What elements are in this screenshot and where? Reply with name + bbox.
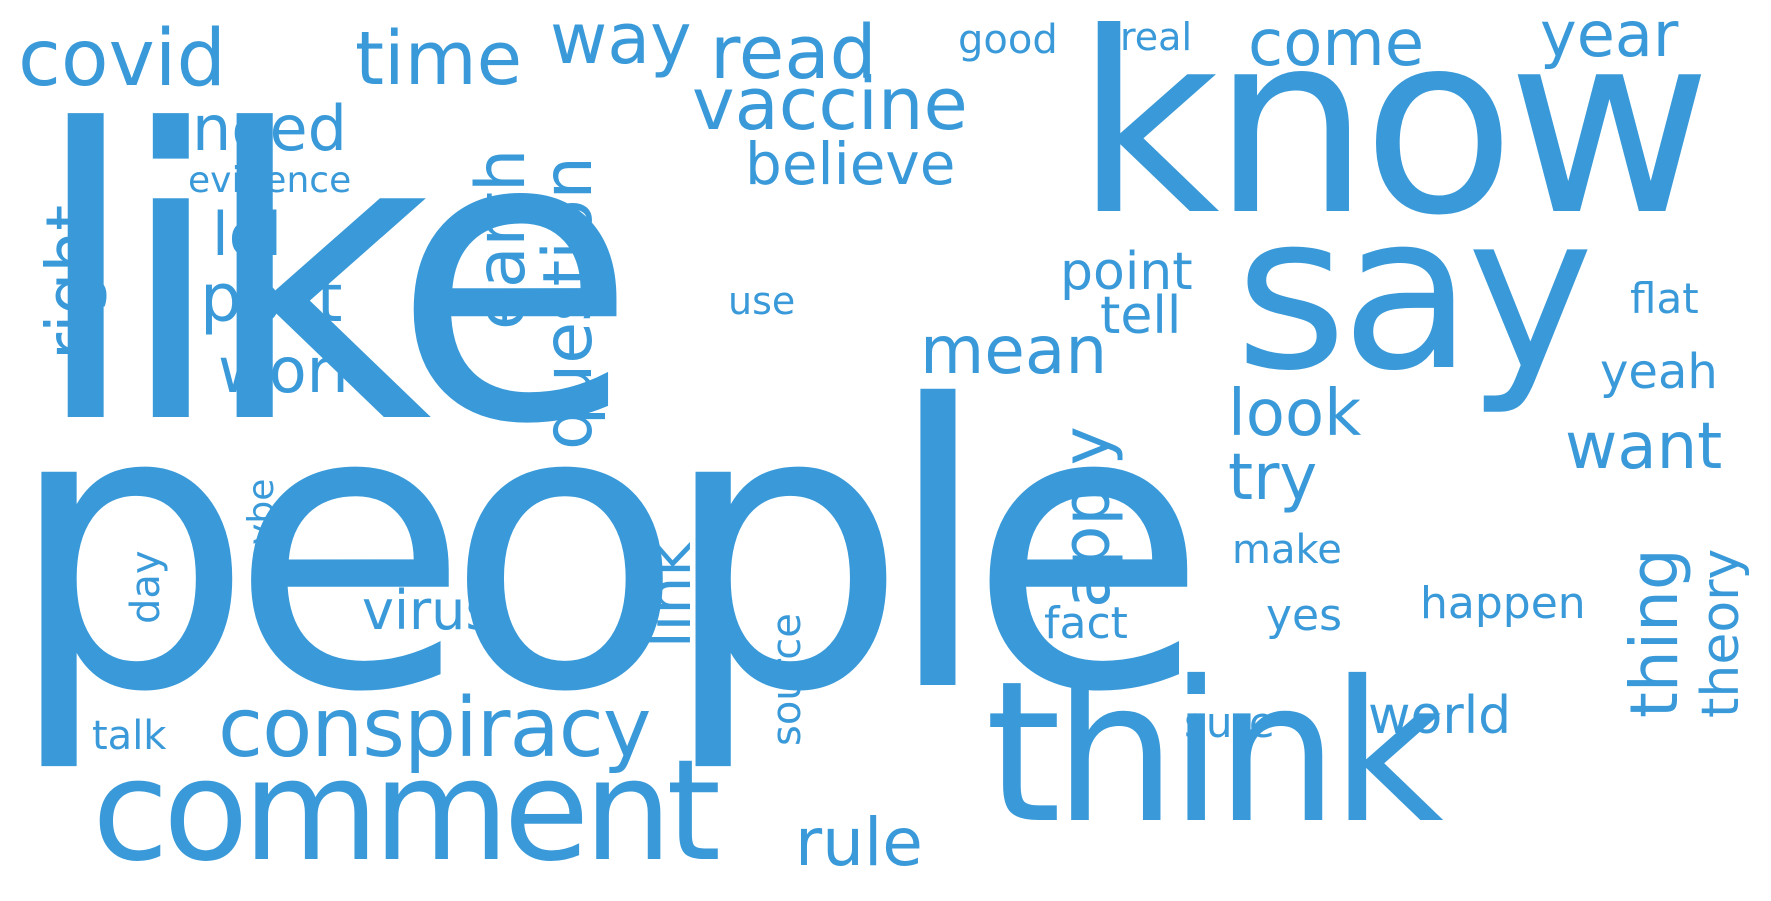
- word-make: make: [1232, 527, 1342, 573]
- word-post: post: [200, 260, 343, 337]
- word-real: real: [1120, 15, 1193, 59]
- word-talk: talk: [92, 713, 167, 759]
- word-thing: thing: [1616, 548, 1693, 718]
- word-conspiracy: conspiracy: [218, 681, 651, 776]
- word-year: year: [1540, 0, 1679, 71]
- word-fact: fact: [1044, 598, 1128, 649]
- word-right: right: [32, 204, 109, 360]
- word-rule: rule: [795, 804, 923, 881]
- word-want: want: [1565, 410, 1723, 484]
- word-tell: tell: [1100, 286, 1182, 346]
- word-world: world: [1368, 686, 1512, 746]
- word-say: say: [1235, 167, 1594, 418]
- word-yes: yes: [1266, 590, 1343, 641]
- word-flat: flat: [1630, 274, 1699, 323]
- word-time: time: [355, 16, 523, 102]
- word-source: source: [764, 613, 810, 746]
- word-apply: apply: [1048, 426, 1125, 608]
- word-lol: lol: [212, 200, 283, 270]
- word-believe: believe: [745, 130, 956, 198]
- word-read: read: [710, 10, 877, 96]
- word-like: like: [30, 47, 638, 512]
- word-link: link: [635, 541, 705, 648]
- word-earth: earth: [462, 148, 541, 330]
- word-comment: comment: [92, 730, 721, 893]
- word-question: question: [529, 156, 608, 450]
- word-covid: covid: [18, 14, 226, 104]
- word-look: look: [1228, 377, 1362, 451]
- word-come: come: [1248, 7, 1425, 81]
- word-people: people: [6, 323, 1208, 777]
- word-use: use: [728, 279, 796, 323]
- word-think: think: [985, 639, 1444, 866]
- word-sure: sure: [1184, 698, 1275, 747]
- word-need: need: [192, 92, 347, 165]
- word-theory: theory: [1691, 548, 1751, 718]
- word-way: way: [550, 0, 692, 80]
- word-happen: happen: [1420, 578, 1586, 629]
- word-mean: mean: [920, 312, 1108, 389]
- word-maybe: maybe: [241, 478, 282, 602]
- word-know: know: [1075, 0, 1712, 270]
- word-yeah: yeah: [1600, 344, 1718, 400]
- word-work: work: [218, 334, 369, 407]
- word-vaccine: vaccine: [692, 62, 968, 146]
- word-day: day: [123, 550, 169, 624]
- word-evidence: evidence: [188, 160, 352, 201]
- word-virus: virus: [362, 579, 494, 642]
- word-good: good: [958, 17, 1058, 63]
- word-point: point: [1060, 242, 1193, 302]
- word-try: try: [1228, 441, 1318, 515]
